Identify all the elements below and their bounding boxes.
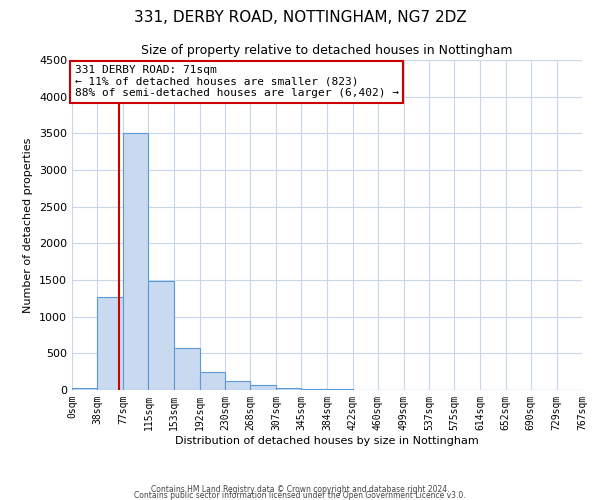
Bar <box>148 282 174 390</box>
Title: Size of property relative to detached houses in Nottingham: Size of property relative to detached ho… <box>141 44 513 58</box>
Bar <box>174 348 200 390</box>
Text: 331 DERBY ROAD: 71sqm
← 11% of detached houses are smaller (823)
88% of semi-det: 331 DERBY ROAD: 71sqm ← 11% of detached … <box>74 65 398 98</box>
X-axis label: Distribution of detached houses by size in Nottingham: Distribution of detached houses by size … <box>175 436 479 446</box>
Bar <box>276 388 301 390</box>
Text: Contains HM Land Registry data © Crown copyright and database right 2024.: Contains HM Land Registry data © Crown c… <box>151 484 449 494</box>
Bar <box>225 381 250 390</box>
Bar <box>250 384 276 390</box>
Bar <box>200 372 225 390</box>
Bar <box>301 389 328 390</box>
Text: Contains public sector information licensed under the Open Government Licence v3: Contains public sector information licen… <box>134 490 466 500</box>
Y-axis label: Number of detached properties: Number of detached properties <box>23 138 34 312</box>
Bar <box>123 134 148 390</box>
Bar <box>72 388 97 390</box>
Bar <box>97 297 123 390</box>
Text: 331, DERBY ROAD, NOTTINGHAM, NG7 2DZ: 331, DERBY ROAD, NOTTINGHAM, NG7 2DZ <box>134 10 466 25</box>
